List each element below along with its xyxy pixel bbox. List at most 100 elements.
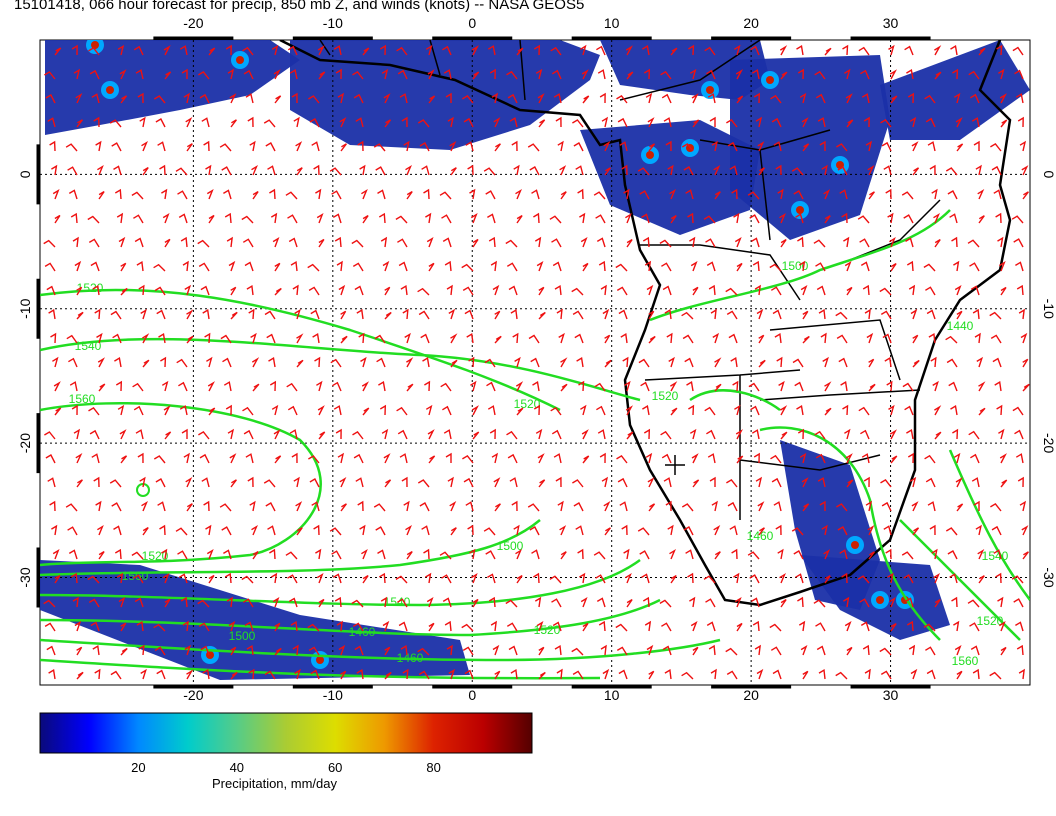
wind-barb bbox=[952, 68, 959, 80]
wind-barb bbox=[267, 525, 276, 536]
wind-barb bbox=[598, 260, 606, 272]
wind-barb bbox=[296, 527, 303, 536]
wind-barb bbox=[931, 188, 938, 200]
wind-barb bbox=[1015, 93, 1024, 104]
wind-barb bbox=[76, 479, 83, 488]
wind-barb bbox=[51, 524, 58, 536]
wind-barb bbox=[383, 93, 391, 104]
wind-barb bbox=[527, 503, 540, 512]
wind-barb bbox=[472, 71, 480, 80]
wind-barb bbox=[247, 476, 254, 488]
wind-barb bbox=[112, 333, 122, 344]
wind-barb bbox=[643, 428, 651, 440]
wind-barb bbox=[927, 501, 936, 512]
wind-barb bbox=[336, 260, 343, 272]
wind-barb bbox=[970, 285, 980, 296]
wind-barb bbox=[689, 236, 696, 248]
wind-barb bbox=[881, 141, 892, 152]
wind-barb bbox=[821, 164, 828, 176]
wind-barb bbox=[560, 357, 568, 368]
wind-barb bbox=[461, 623, 474, 632]
wind-barb bbox=[74, 260, 82, 272]
wind-barb bbox=[663, 477, 672, 488]
wind-barb bbox=[377, 549, 386, 560]
wind-barb bbox=[362, 47, 370, 56]
wind-barb bbox=[54, 214, 61, 224]
wind-barb bbox=[973, 500, 980, 511]
wind-barb bbox=[956, 503, 964, 512]
wind-barb bbox=[888, 44, 895, 56]
wind-barb bbox=[185, 477, 193, 488]
wind-barb bbox=[971, 117, 980, 128]
wind-barb bbox=[340, 143, 347, 152]
wind-barb bbox=[76, 286, 83, 296]
wind-barb bbox=[527, 143, 540, 152]
wind-barb bbox=[184, 284, 192, 296]
wind-barb bbox=[483, 527, 496, 536]
country-border bbox=[769, 319, 901, 381]
wind-barb bbox=[487, 213, 496, 224]
wind-barb bbox=[954, 284, 962, 296]
wind-barb bbox=[428, 262, 435, 272]
wind-barb bbox=[906, 68, 914, 80]
wind-barb bbox=[292, 284, 299, 296]
wind-barb bbox=[573, 142, 584, 152]
wind-barb bbox=[533, 44, 541, 56]
wind-barb bbox=[178, 573, 188, 584]
wind-barb bbox=[593, 191, 606, 200]
wind-barb bbox=[906, 428, 914, 440]
wind-barb bbox=[351, 239, 364, 248]
wind-barb bbox=[426, 236, 434, 248]
wind-barb bbox=[357, 500, 364, 512]
wind-barb bbox=[94, 308, 101, 320]
wind-barb bbox=[1011, 575, 1024, 584]
colorbar-tick-label: 20 bbox=[131, 760, 146, 775]
wind-barb bbox=[533, 404, 541, 416]
wind-barb bbox=[317, 405, 325, 416]
wind-barb bbox=[906, 620, 914, 632]
wind-barb bbox=[1016, 284, 1024, 296]
wind-barb bbox=[644, 260, 652, 272]
wind-barb bbox=[972, 308, 980, 320]
wind-barb bbox=[910, 308, 918, 320]
wind-barb bbox=[660, 430, 672, 440]
wind-barb bbox=[223, 189, 232, 200]
wind-barb bbox=[970, 93, 980, 104]
wind-barb bbox=[506, 430, 518, 440]
wind-barb bbox=[637, 167, 650, 176]
wind-barb bbox=[727, 141, 738, 152]
wind-barb bbox=[553, 453, 562, 464]
wind-barb bbox=[384, 286, 391, 296]
wind-barb bbox=[860, 69, 870, 80]
wind-barb bbox=[113, 165, 122, 176]
wind-barb bbox=[823, 549, 831, 560]
wind-barb bbox=[933, 212, 940, 224]
wind-barb bbox=[65, 143, 78, 152]
wind-barb bbox=[1017, 116, 1024, 128]
wind-barb bbox=[815, 93, 826, 104]
wind-barb bbox=[223, 549, 232, 560]
wind-barb bbox=[242, 406, 254, 416]
wind-barb bbox=[597, 69, 606, 80]
wind-barb bbox=[530, 357, 540, 368]
wind-barb bbox=[644, 620, 652, 632]
wind-barb bbox=[76, 119, 83, 128]
wind-barb bbox=[952, 428, 959, 440]
wind-barb bbox=[158, 332, 166, 344]
wind-barb bbox=[110, 310, 122, 320]
wind-barb bbox=[684, 357, 694, 368]
contour-label: 1520 bbox=[514, 397, 541, 411]
wind-barb bbox=[111, 502, 122, 512]
wind-barb bbox=[735, 429, 743, 440]
wind-barb bbox=[581, 429, 589, 440]
wind-barb bbox=[360, 356, 367, 368]
wind-barb bbox=[225, 404, 232, 416]
wind-barb bbox=[550, 406, 562, 416]
wind-barb bbox=[443, 429, 452, 440]
wind-barb bbox=[862, 284, 870, 296]
wind-barb bbox=[639, 190, 650, 200]
wind-barb bbox=[536, 260, 544, 272]
wind-barb bbox=[688, 404, 695, 416]
wind-barb bbox=[308, 455, 320, 464]
wind-barb bbox=[968, 70, 980, 80]
